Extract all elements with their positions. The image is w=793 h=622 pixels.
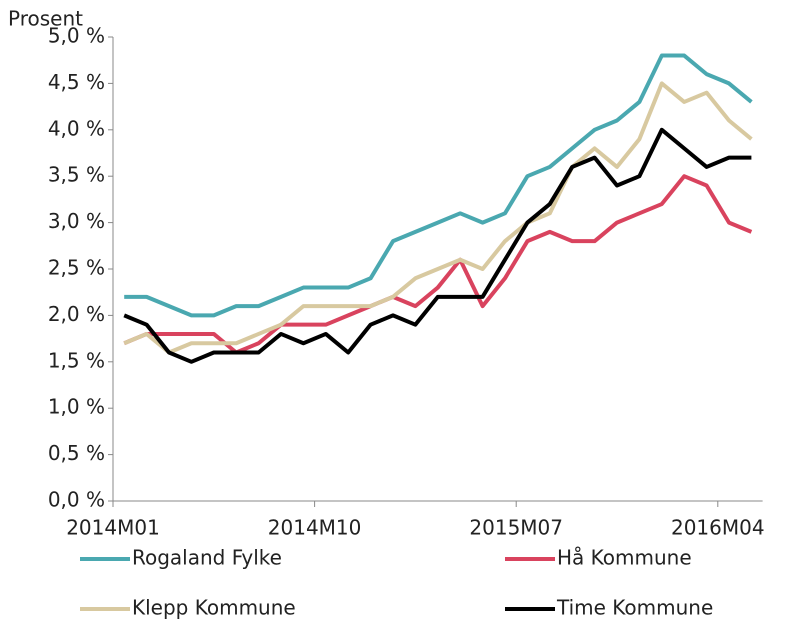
x-tick-label: 2014M10 [268,516,362,540]
x-tick-label: 2014M01 [66,516,160,540]
y-tick-label: 3,5 % [48,163,105,187]
series-line [123,127,752,364]
y-tick-label: 2,5 % [48,256,105,280]
y-tick-label: 4,5 % [48,70,105,94]
series-line [123,81,753,355]
y-tick-label: 2,0 % [48,302,105,326]
y-tick-label: 1,0 % [48,395,105,419]
y-axis-label: Prosent [8,7,83,31]
series-line [123,174,753,355]
legend-label: Rogaland Fylke [132,546,282,570]
series-line [124,53,753,318]
y-tick-label: 4,0 % [48,116,105,140]
y-tick-label: 1,5 % [48,348,105,372]
y-tick-label: 5,0 % [48,24,105,48]
y-tick-label: 0,0 % [48,488,105,512]
x-tick-label: 2016M04 [671,516,765,540]
x-tick-label: 2015M07 [469,516,563,540]
y-tick-label: 3,0 % [48,209,105,233]
legend-label: Klepp Kommune [132,596,296,620]
legend-label: Hå Kommune [557,546,692,570]
y-tick-label: 0,5 % [48,441,105,465]
legend-label: Time Kommune [556,596,713,620]
